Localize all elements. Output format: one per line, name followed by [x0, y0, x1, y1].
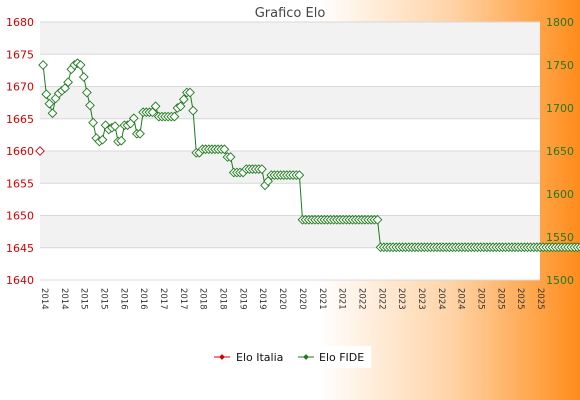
x-tick-label: 2020	[297, 288, 307, 310]
legend-label-elo-fide: Elo FIDE	[319, 351, 364, 364]
left-tick-label: 1640	[6, 274, 34, 287]
x-tick-label: 2025	[535, 288, 545, 310]
x-tick-label: 2019	[257, 288, 267, 310]
grid-band	[40, 54, 540, 87]
data-point-elo-fide	[257, 164, 267, 174]
x-tick-label: 2016	[118, 288, 128, 310]
x-tick-label: 2024	[436, 288, 446, 310]
left-tick-label: 1650	[6, 210, 34, 223]
right-tick-label: 1600	[546, 188, 574, 201]
x-tick-label: 2020	[277, 288, 287, 310]
x-tick-label: 2018	[218, 288, 228, 310]
right-tick-label: 1750	[546, 59, 574, 72]
legend-entry-elo-italia: Elo Italia	[214, 351, 283, 364]
left-tick-label: 1680	[6, 16, 34, 29]
grid-band	[40, 22, 540, 55]
series-elo-fide	[38, 58, 580, 253]
data-point-elo-fide	[44, 98, 55, 109]
data-point-elo-fide	[38, 60, 48, 70]
grid-band	[40, 215, 540, 248]
data-point-elo-fide	[82, 87, 92, 98]
x-tick-label: 2024	[456, 288, 466, 310]
left-tick-label: 1665	[6, 113, 34, 126]
x-tick-label: 2018	[198, 288, 208, 310]
right-tick-label: 1800	[546, 16, 574, 29]
data-point-elo-fide	[178, 94, 189, 105]
left-tick-label: 1675	[6, 48, 34, 61]
x-tick-label: 2014	[59, 288, 69, 310]
data-point-elo-fide	[128, 113, 139, 124]
x-tick-label: 2014	[39, 288, 49, 310]
x-tick-label: 2016	[138, 288, 148, 310]
series-elo-italia	[35, 146, 45, 156]
grid-band	[40, 86, 540, 119]
x-tick-label: 2025	[495, 288, 505, 310]
data-point-elo-fide	[372, 214, 383, 225]
right-axis-ticks: 1500 1550 1600 1650 1700 1750 1800	[546, 16, 574, 287]
right-tick-label: 1550	[546, 231, 574, 244]
data-point-elo-fide	[75, 60, 86, 70]
data-point-elo-fide	[575, 242, 580, 253]
data-point-elo-fide	[116, 135, 127, 146]
right-tick-label: 1500	[546, 274, 574, 287]
data-point-elo-fide	[63, 77, 73, 88]
data-point-elo-italia	[35, 146, 45, 156]
x-tick-label: 2021	[317, 288, 327, 310]
x-tick-label: 2017	[178, 288, 188, 310]
data-point-elo-fide	[88, 117, 98, 128]
data-point-elo-fide	[150, 101, 161, 112]
x-tick-label: 2023	[416, 288, 426, 310]
left-tick-label: 1655	[6, 177, 34, 190]
data-point-elo-fide	[225, 152, 236, 162]
right-tick-label: 1650	[546, 145, 574, 158]
x-tick-label: 2015	[79, 288, 89, 310]
data-point-elo-fide	[85, 100, 95, 111]
x-axis-ticks: 2014 2014 2015 2015 2016 2016 2017 2017 2018 2018…	[39, 288, 545, 310]
x-tick-label: 2021	[337, 288, 347, 310]
legend: Elo Italia Elo FIDE	[208, 346, 371, 368]
data-point-elo-fide	[263, 176, 273, 186]
right-tick-label: 1700	[546, 102, 574, 115]
legend-marker-elo-fide	[303, 354, 309, 360]
left-tick-label: 1645	[6, 242, 34, 255]
grid-band	[40, 183, 540, 216]
left-axis-ticks: 1640 1645 1650 1655 1660 1665 1670 1675 1680	[6, 16, 34, 287]
data-point-elo-fide	[41, 89, 52, 100]
data-point-elo-fide	[78, 72, 89, 82]
x-tick-label: 2022	[356, 288, 366, 310]
data-point-elo-fide	[169, 111, 180, 122]
legend-entry-elo-fide: Elo FIDE	[298, 351, 364, 364]
legend-marker-elo-italia	[219, 354, 225, 360]
data-point-elo-fide	[135, 128, 145, 139]
legend-box	[208, 346, 371, 368]
data-point-elo-fide	[110, 121, 120, 131]
x-tick-label: 2019	[237, 288, 247, 310]
x-tick-label: 2023	[396, 288, 406, 310]
x-tick-label: 2017	[158, 288, 168, 310]
x-tick-label: 2025	[515, 288, 525, 310]
grid-band	[40, 247, 540, 280]
x-tick-label: 2022	[376, 288, 386, 310]
data-point-elo-fide	[219, 144, 230, 155]
x-tick-label: 2025	[475, 288, 485, 310]
left-tick-label: 1670	[6, 81, 34, 94]
x-tick-label: 2015	[99, 288, 109, 310]
chart-title: Grafico Elo	[255, 6, 326, 21]
left-tick-label: 1660	[6, 145, 34, 158]
data-point-elo-fide	[97, 134, 108, 145]
data-point-elo-fide	[188, 105, 198, 116]
data-point-elo-fide	[294, 170, 305, 180]
data-point-elo-fide	[185, 87, 195, 98]
data-point-elo-fide	[47, 108, 58, 119]
legend-label-elo-italia: Elo Italia	[236, 351, 283, 364]
data-point-elo-fide	[175, 101, 186, 112]
